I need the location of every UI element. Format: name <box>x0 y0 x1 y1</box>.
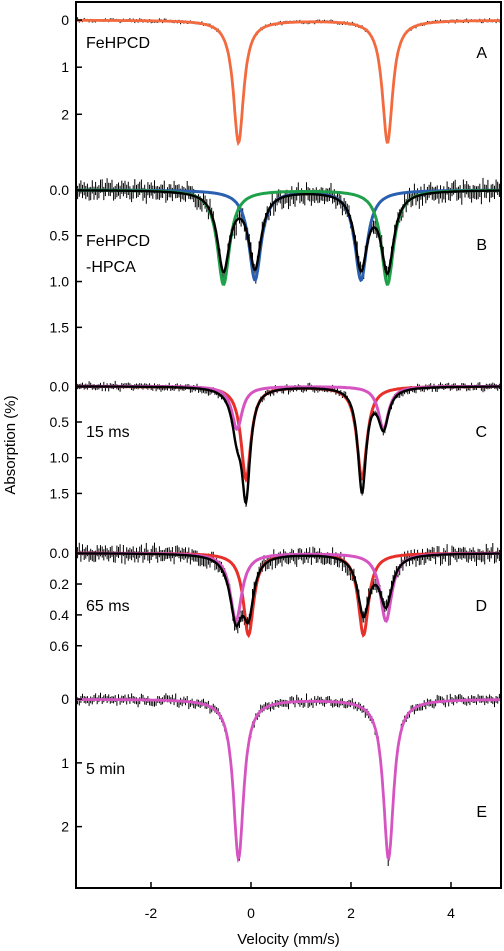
component-fit-red <box>76 384 501 484</box>
sample-label: 15 ms <box>86 424 130 441</box>
x-axis-title: Velocity (mm/s) <box>237 931 340 948</box>
sample-label: -HPCA <box>86 259 136 276</box>
sample-label: 5 min <box>86 761 125 778</box>
total-fit-line <box>76 19 501 147</box>
sample-label: FeHPCD <box>86 233 150 250</box>
y-tick-label: 0.5 <box>50 414 70 430</box>
y-tick-label: 0.2 <box>50 576 70 592</box>
y-tick-label: 0.0 <box>50 182 70 198</box>
total-fit-line <box>76 385 501 506</box>
panel-e <box>76 692 501 866</box>
y-tick-label: 2 <box>61 106 69 122</box>
data-points <box>76 380 500 507</box>
panel-c <box>76 380 501 507</box>
panel-d <box>76 542 501 639</box>
panel-letter: E <box>476 804 487 821</box>
total-fit-line <box>76 552 501 628</box>
x-tick-label: -2 <box>145 905 158 921</box>
plot-frame <box>75 1 502 889</box>
y-tick-label: 0.0 <box>50 378 70 394</box>
y-tick-label: 2 <box>61 819 69 835</box>
x-tick-label: 4 <box>447 905 455 921</box>
x-tick-label: 0 <box>247 905 255 921</box>
y-tick-label: 1 <box>61 755 69 771</box>
panel-letter: D <box>475 598 487 615</box>
y-tick-label: 0.6 <box>50 638 70 654</box>
x-tick-label: 2 <box>347 905 355 921</box>
y-tick-label: 1.0 <box>50 450 70 466</box>
y-axis-title: Absorption (%) <box>2 395 19 494</box>
component-fit-red <box>76 551 501 639</box>
y-tick-label: 0.4 <box>50 607 70 623</box>
y-tick-label: 0.0 <box>50 545 70 561</box>
y-tick-label: 1 <box>61 59 69 75</box>
sample-label: FeHPCD <box>86 35 150 52</box>
total-fit-line <box>76 189 501 276</box>
y-tick-label: 1.5 <box>50 319 70 335</box>
sample-label: 65 ms <box>86 598 130 615</box>
panel-letter: C <box>475 424 487 441</box>
y-tick-label: 1.5 <box>50 485 70 501</box>
panel-b <box>76 177 501 286</box>
y-tick-label: 1.0 <box>50 274 70 290</box>
total-fit-line <box>76 698 501 864</box>
panel-a <box>76 17 501 147</box>
y-tick-label: 0 <box>61 12 69 28</box>
y-tick-label: 0.5 <box>50 228 70 244</box>
y-tick-label: 0 <box>61 691 69 707</box>
panel-letter: A <box>476 45 487 62</box>
data-points <box>76 692 500 866</box>
panel-letter: B <box>476 237 487 254</box>
